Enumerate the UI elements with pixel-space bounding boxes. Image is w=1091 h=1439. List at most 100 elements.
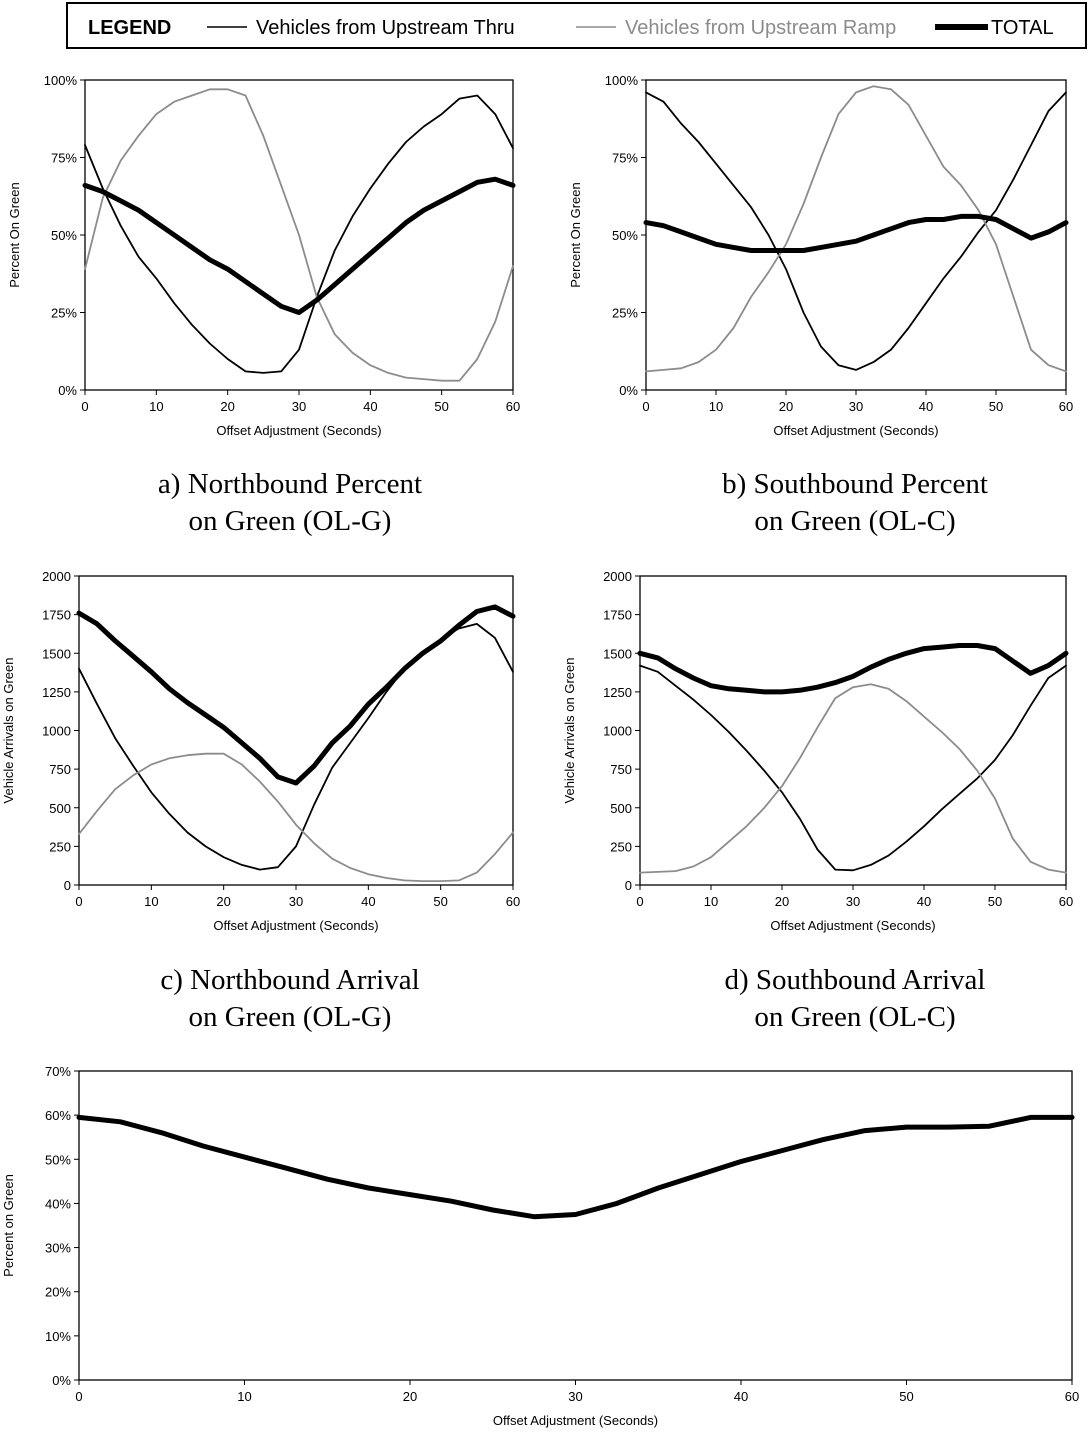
y-tick-label: 100%: [44, 73, 78, 88]
y-tick-label: 20%: [45, 1285, 71, 1300]
series-ramp-line: [78, 752, 514, 883]
x-tick-label: 30: [292, 399, 306, 414]
x-tick-label: 20: [779, 399, 793, 414]
y-axis-title: Vehicle Arrivals on Green: [562, 658, 577, 804]
y-tick-label: 750: [49, 762, 71, 777]
chart-northbound-arrival: 0 250 500 750 1000 1250 1500 1750 2000 0 10 20 30 40 5…: [1, 569, 520, 933]
x-tick-label: 20: [403, 1389, 417, 1404]
y-tick-label: 0: [625, 878, 632, 893]
x-axis-title: Offset Adjustment (Seconds): [493, 1413, 658, 1428]
caption-b-line1: b) Southbound Percent: [722, 468, 988, 500]
x-tick-label: 50: [899, 1389, 913, 1404]
legend-title: LEGEND: [88, 17, 171, 39]
y-tick-label: 1750: [603, 608, 632, 623]
y-tick-label: 2000: [603, 569, 632, 584]
caption-b-line2: on Green (OL-C): [754, 505, 956, 537]
x-tick-label: 20: [775, 894, 789, 909]
x-tick-label: 0: [642, 399, 649, 414]
x-tick-label: 40: [734, 1389, 748, 1404]
y-tick-label: 1250: [603, 685, 632, 700]
y-tick-label: 1500: [42, 646, 71, 661]
x-tick-label: 60: [1065, 1389, 1079, 1404]
legend-frame: [66, 2, 1087, 49]
y-tick-label: 25%: [51, 306, 77, 321]
y-tick-label: 1500: [603, 646, 632, 661]
series-total-line: [643, 213, 1069, 253]
chart-southbound-arrival: 0 250 500 750 1000 1250 1500 1750 2000 0 10 20 30 40 5…: [562, 569, 1073, 933]
y-tick-label: 60%: [45, 1108, 71, 1123]
y-tick-label: 2000: [42, 569, 71, 584]
y-axis-title: Percent On Green: [7, 182, 22, 288]
x-tick-label: 60: [1059, 399, 1073, 414]
chart-northbound-percent: 0% 25% 50% 75% 100% 0 10 20 30 40 50 60 Offset Adjus…: [7, 73, 520, 438]
x-tick-label: 50: [988, 894, 1002, 909]
x-tick-label: 60: [1059, 894, 1073, 909]
x-tick-label: 0: [75, 1389, 82, 1404]
y-tick-label: 70%: [45, 1064, 71, 1079]
legend-ramp-label: Vehicles from Upstream Ramp: [625, 17, 896, 39]
y-tick-label: 1000: [603, 724, 632, 739]
caption-d-line1: d) Southbound Arrival: [724, 964, 986, 996]
x-tick-label: 30: [846, 894, 860, 909]
y-tick-label: 0%: [619, 383, 638, 398]
legend-total-label: TOTAL: [991, 17, 1054, 39]
x-axis-title: Offset Adjustment (Seconds): [216, 423, 381, 438]
y-tick-label: 0%: [58, 383, 77, 398]
x-tick-label: 50: [433, 894, 447, 909]
chart-southbound-percent: 0% 25% 50% 75% 100% 0 10 20 30 40 50 60 Offset Adjus…: [568, 73, 1073, 438]
caption-c: c) Northbound Arrival on Green (OL-G): [45, 962, 535, 1036]
y-tick-label: 50%: [51, 228, 77, 243]
x-tick-label: 50: [434, 399, 448, 414]
y-axis-title: Percent on Green: [1, 1174, 16, 1277]
plot-frame: [639, 575, 1067, 886]
legend: LEGEND Vehicles from Upstream Thru Vehic…: [66, 2, 1087, 49]
x-tick-label: 0: [81, 399, 88, 414]
plot-frame: [645, 79, 1067, 391]
series-ramp-line: [639, 683, 1067, 874]
caption-b: b) Southbound Percent on Green (OL-C): [610, 466, 1091, 540]
y-tick-label: 250: [49, 839, 71, 854]
x-tick-label: 20: [216, 894, 230, 909]
series-total-line: [76, 604, 516, 786]
x-tick-label: 0: [75, 894, 82, 909]
x-tick-label: 10: [709, 399, 723, 414]
series-thru-line: [84, 94, 514, 374]
series-thru-line: [639, 664, 1067, 872]
y-tick-label: 1000: [42, 724, 71, 739]
y-tick-label: 750: [610, 762, 632, 777]
x-tick-label: 10: [144, 894, 158, 909]
x-tick-label: 40: [363, 399, 377, 414]
y-tick-label: 0%: [52, 1373, 71, 1388]
x-tick-label: 30: [849, 399, 863, 414]
caption-d: d) Southbound Arrival on Green (OL-C): [610, 962, 1091, 1036]
y-tick-label: 500: [49, 801, 71, 816]
y-tick-label: 50%: [612, 228, 638, 243]
x-tick-label: 30: [568, 1389, 582, 1404]
plot-frame: [78, 1070, 1073, 1381]
y-tick-label: 1750: [42, 608, 71, 623]
y-tick-label: 75%: [612, 151, 638, 166]
x-tick-label: 40: [917, 894, 931, 909]
caption-d-line2: on Green (OL-C): [754, 1001, 956, 1033]
x-axis-title: Offset Adjustment (Seconds): [213, 918, 378, 933]
y-tick-label: 30%: [45, 1241, 71, 1256]
y-tick-label: 75%: [51, 151, 77, 166]
x-tick-label: 30: [289, 894, 303, 909]
caption-c-line2: on Green (OL-G): [188, 1001, 392, 1033]
y-tick-label: 50%: [45, 1152, 71, 1167]
y-tick-label: 250: [610, 839, 632, 854]
x-tick-label: 10: [704, 894, 718, 909]
y-tick-label: 40%: [45, 1196, 71, 1211]
y-tick-label: 500: [610, 801, 632, 816]
x-tick-label: 10: [149, 399, 163, 414]
x-tick-label: 10: [237, 1389, 251, 1404]
x-tick-label: 0: [636, 894, 643, 909]
series-ramp-line: [84, 88, 514, 382]
x-tick-label: 40: [361, 894, 375, 909]
x-tick-label: 60: [506, 399, 520, 414]
y-tick-label: 10%: [45, 1329, 71, 1344]
series-ramp-line: [645, 85, 1067, 373]
x-tick-label: 20: [220, 399, 234, 414]
x-axis-title: Offset Adjustment (Seconds): [773, 423, 938, 438]
caption-a-line2: on Green (OL-G): [188, 505, 392, 537]
